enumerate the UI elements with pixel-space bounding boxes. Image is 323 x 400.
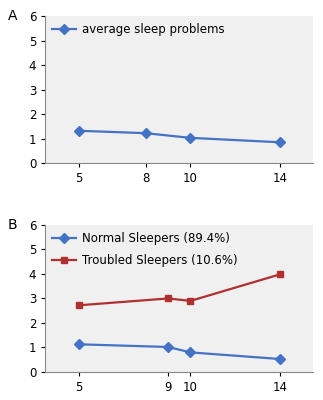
Normal Sleepers (89.4%)	[166, 344, 170, 349]
average sleep problems	[278, 140, 282, 145]
Normal Sleepers (89.4%)	[189, 350, 193, 355]
Legend: Normal Sleepers (89.4%), Troubled Sleepers (10.6%): Normal Sleepers (89.4%), Troubled Sleepe…	[49, 228, 241, 271]
average sleep problems	[189, 136, 193, 140]
average sleep problems	[77, 128, 81, 133]
Line: Normal Sleepers (89.4%): Normal Sleepers (89.4%)	[75, 341, 283, 362]
Text: A: A	[8, 9, 17, 23]
Line: average sleep problems: average sleep problems	[75, 127, 283, 146]
Text: B: B	[8, 218, 17, 232]
Legend: average sleep problems: average sleep problems	[49, 20, 228, 40]
Line: Troubled Sleepers (10.6%): Troubled Sleepers (10.6%)	[75, 271, 283, 309]
Normal Sleepers (89.4%)	[278, 357, 282, 362]
average sleep problems	[144, 131, 148, 136]
Troubled Sleepers (10.6%)	[166, 296, 170, 301]
Normal Sleepers (89.4%)	[77, 342, 81, 347]
Troubled Sleepers (10.6%)	[189, 298, 193, 303]
Troubled Sleepers (10.6%)	[278, 272, 282, 277]
Troubled Sleepers (10.6%)	[77, 303, 81, 308]
